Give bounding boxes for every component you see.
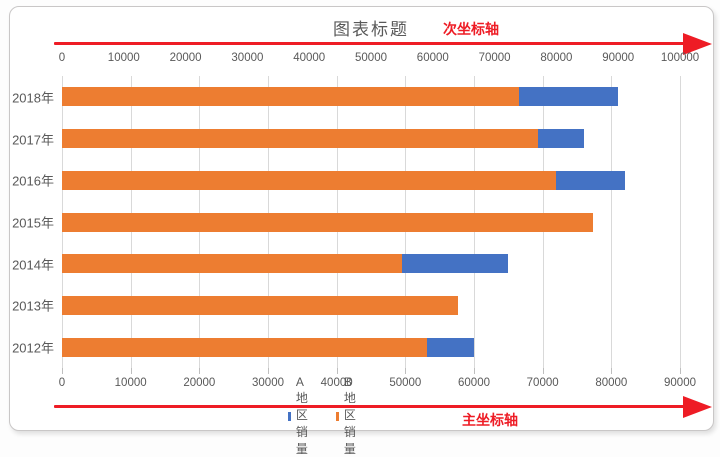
secondary-axis-tick-label: 10000 xyxy=(107,52,140,64)
bar-b-2015 xyxy=(62,212,594,232)
category-label-2017: 2017年 xyxy=(12,132,54,148)
axis-tick xyxy=(199,368,201,374)
secondary-axis-tick-label: 70000 xyxy=(478,52,511,64)
secondary-axis-tick-label: 0 xyxy=(58,52,66,64)
bar-b-2013 xyxy=(62,295,458,315)
primary-axis-tick-label: 80000 xyxy=(595,377,628,389)
gridline xyxy=(611,76,613,368)
secondary-axis-tick-label: 60000 xyxy=(416,52,449,64)
axis-tick xyxy=(680,368,681,374)
category-label-2014: 2014年 xyxy=(12,257,54,273)
bar-b-2016 xyxy=(62,170,557,190)
secondary-axis-tick-label: 100000 xyxy=(660,52,700,64)
bar-b-2014 xyxy=(62,254,402,274)
primary-axis-tick-label: 70000 xyxy=(526,377,559,389)
primary-axis-arrow-line xyxy=(54,405,684,408)
category-label-2016: 2016年 xyxy=(12,173,54,189)
axis-tick xyxy=(268,368,269,374)
primary-axis-tick-label: 20000 xyxy=(183,377,216,389)
primary-axis-tick-label: 40000 xyxy=(320,377,353,389)
category-label-2013: 2013年 xyxy=(12,298,54,314)
primary-axis-tick-label: 90000 xyxy=(664,377,696,389)
secondary-axis-tick-label: 50000 xyxy=(355,52,387,64)
secondary-axis-label: 次坐标轴 xyxy=(443,21,499,37)
bar-b-2012 xyxy=(62,337,427,357)
category-label-2015: 2015年 xyxy=(12,215,54,231)
gridline xyxy=(680,76,681,368)
bar-a-2016 xyxy=(556,170,626,190)
axis-tick xyxy=(611,368,613,374)
bar-b-2018 xyxy=(62,87,520,107)
category-label-2012: 2012年 xyxy=(12,340,54,356)
primary-axis-tick-label: 10000 xyxy=(114,377,147,389)
primary-axis-tick-label: 0 xyxy=(58,377,66,389)
secondary-axis-tick-label: 40000 xyxy=(293,52,326,64)
secondary-axis-tick-label: 90000 xyxy=(602,52,635,64)
axis-tick xyxy=(542,368,544,374)
axis-tick xyxy=(474,368,475,374)
axis-tick xyxy=(62,368,63,374)
secondary-axis-arrow-head-icon xyxy=(683,33,712,55)
primary-axis-label: 主坐标轴 xyxy=(462,412,518,428)
bar-a-2014 xyxy=(401,254,509,274)
axis-tick xyxy=(130,368,132,374)
secondary-axis-tick-label: 30000 xyxy=(231,52,264,64)
primary-axis-tick-label: 60000 xyxy=(458,377,490,389)
primary-axis-tick-label: 30000 xyxy=(252,377,284,389)
axis-tick xyxy=(405,368,407,374)
primary-axis-tick-label: 50000 xyxy=(389,377,422,389)
secondary-axis-arrow-line xyxy=(54,42,684,45)
category-label-2018: 2018年 xyxy=(12,90,54,106)
primary-axis-arrow-head-icon xyxy=(683,396,712,418)
bar-a-2018 xyxy=(519,87,619,107)
secondary-axis-tick-label: 20000 xyxy=(169,52,202,64)
bar-a-2012 xyxy=(426,337,474,357)
chart-title: 图表标题 xyxy=(333,20,409,39)
secondary-axis-tick-label: 80000 xyxy=(540,52,573,64)
bar-b-2017 xyxy=(62,129,538,149)
bar-a-2017 xyxy=(537,129,584,149)
axis-tick xyxy=(336,368,338,374)
